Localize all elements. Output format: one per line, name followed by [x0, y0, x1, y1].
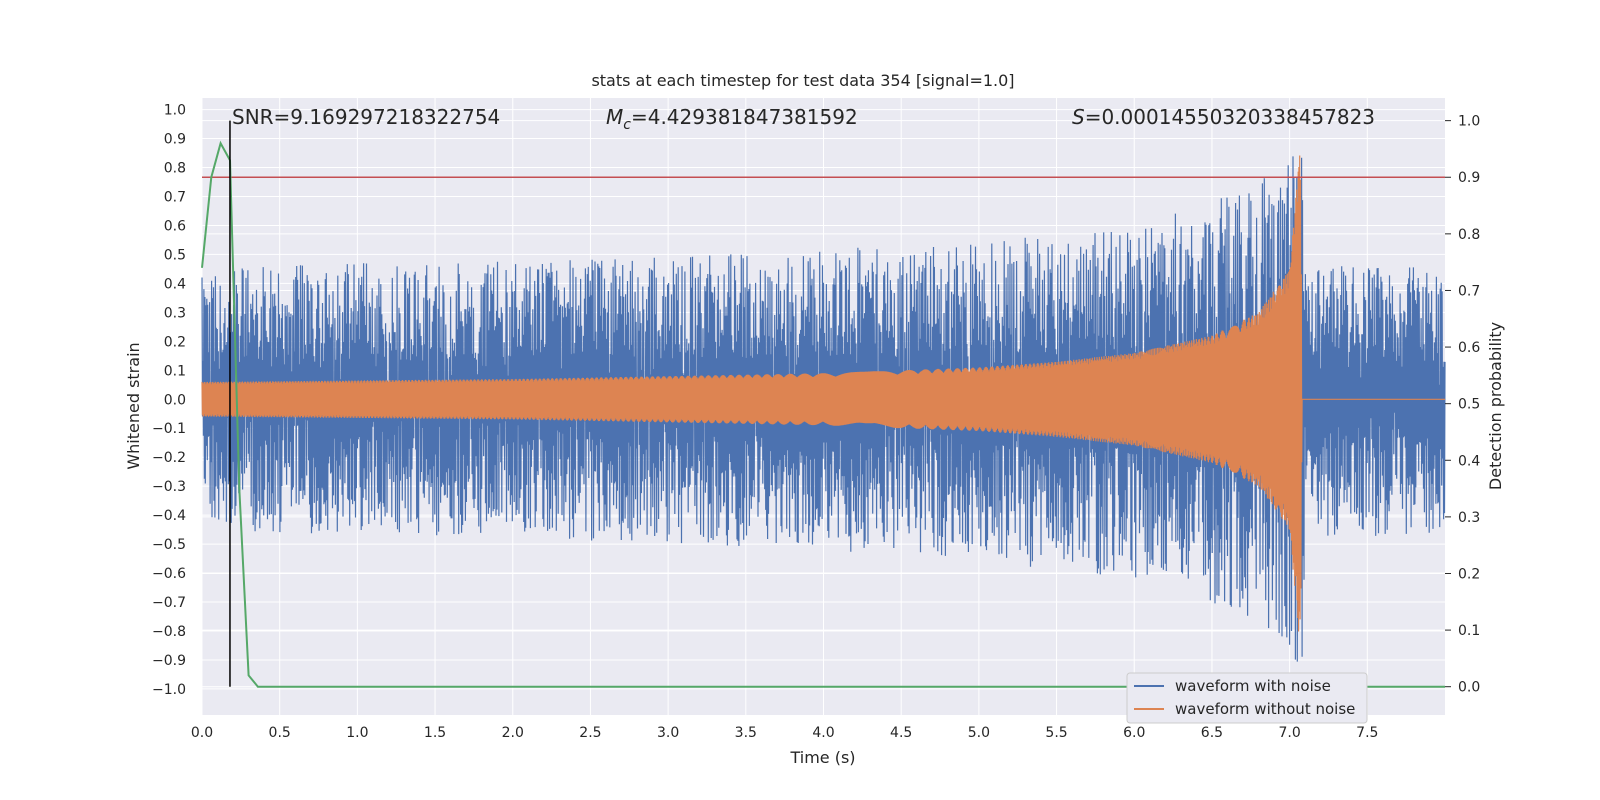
x-tick-label: 7.0: [1278, 725, 1300, 741]
y2-tick-label: 0.7: [1458, 283, 1480, 299]
y2-tick-label: 0.9: [1458, 170, 1480, 186]
y-tick-label: 0.6: [164, 218, 186, 234]
y2-axis-label: Detection probability: [1486, 322, 1505, 490]
legend-label-clean: waveform without noise: [1175, 700, 1355, 718]
y-tick-label: −0.4: [152, 508, 186, 524]
x-tick-label: 3.0: [657, 725, 679, 741]
y2-tick-label: 0.1: [1458, 623, 1480, 639]
y-tick-label: 0.1: [164, 363, 186, 379]
x-tick-label: 5.5: [1045, 725, 1067, 741]
legend: waveform with noise waveform without noi…: [1126, 672, 1368, 724]
x-axis-label: Time (s): [789, 748, 855, 767]
x-tick-label: 2.0: [502, 725, 524, 741]
y-tick-label: 0.3: [164, 305, 186, 321]
y2-tick-label: 0.2: [1458, 566, 1480, 582]
legend-label-noise: waveform with noise: [1175, 677, 1331, 695]
y2-tick-label: 0.5: [1458, 397, 1480, 413]
y-tick-label: 0.8: [164, 161, 186, 177]
y2-tick-label: 0.6: [1458, 340, 1480, 356]
y-tick-label: −0.2: [152, 450, 186, 466]
y2-tick-label: 1.0: [1458, 114, 1480, 130]
y2-tick-label: 0.3: [1458, 510, 1480, 526]
x-tick-label: 4.0: [812, 725, 834, 741]
series-waveform-without-noise: [201, 155, 1445, 632]
mc-symbol: M: [606, 105, 623, 129]
y-axis-label: Whitened strain: [124, 342, 143, 469]
y-tick-label: −0.8: [152, 624, 186, 640]
y-tick-label: −0.7: [152, 595, 186, 611]
mc-value: =4.429381847381592: [631, 105, 858, 129]
s-value: =0.00014550320338457823: [1085, 105, 1375, 129]
x-tick-label: 0.5: [269, 725, 291, 741]
axes-labels: 0.0 0.5 1.0 1.5 2.0 2.5 3.0 3.5 4.0 4.5 5.0 5.5 6.0 6…: [152, 103, 1480, 741]
x-tick-label: 5.0: [968, 725, 990, 741]
y-tick-label: 0.7: [164, 189, 186, 205]
y-tick-label: −1.0: [152, 682, 186, 698]
x-tick-label: 7.5: [1356, 725, 1378, 741]
y2-tick-label: 0.0: [1458, 680, 1480, 696]
mc-subscript: c: [623, 117, 631, 133]
y-tick-label: −0.9: [152, 653, 186, 669]
y-tick-label: −0.6: [152, 566, 186, 582]
snr-annotation: SNR=9.169297218322754: [232, 105, 500, 129]
y-tick-label: 0.9: [164, 132, 186, 148]
x-tick-label: 6.5: [1201, 725, 1223, 741]
x-tick-label: 1.0: [346, 725, 368, 741]
x-tick-label: 1.5: [424, 725, 446, 741]
s-annotation: S=0.00014550320338457823: [1072, 105, 1375, 129]
y-tick-label: 1.0: [164, 103, 186, 119]
y2-tick-label: 0.8: [1458, 227, 1480, 243]
y-tick-label: −0.5: [152, 537, 186, 553]
y-tick-label: 0.4: [164, 276, 186, 292]
x-tick-label: 0.0: [191, 725, 213, 741]
y-tick-label: 0.5: [164, 247, 186, 263]
x-tick-label: 4.5: [890, 725, 912, 741]
x-tick-label: 3.5: [735, 725, 757, 741]
x-tick-label: 6.0: [1123, 725, 1145, 741]
y2-tick-label: 0.4: [1458, 453, 1480, 469]
legend-box: [1126, 672, 1368, 724]
chart-title: stats at each timestep for test data 354…: [591, 71, 1014, 90]
x-tick-label: 2.5: [579, 725, 601, 741]
series-layer: [201, 120, 1446, 688]
y-tick-label: −0.3: [152, 479, 186, 495]
y-tick-label: −0.1: [152, 421, 186, 437]
y-tick-label: 0.2: [164, 334, 186, 350]
s-symbol: S: [1072, 105, 1085, 129]
mc-annotation: Mc=4.429381847381592: [606, 105, 858, 133]
series-detection-probability: [201, 140, 1445, 688]
y-tick-label: 0.0: [164, 392, 186, 408]
